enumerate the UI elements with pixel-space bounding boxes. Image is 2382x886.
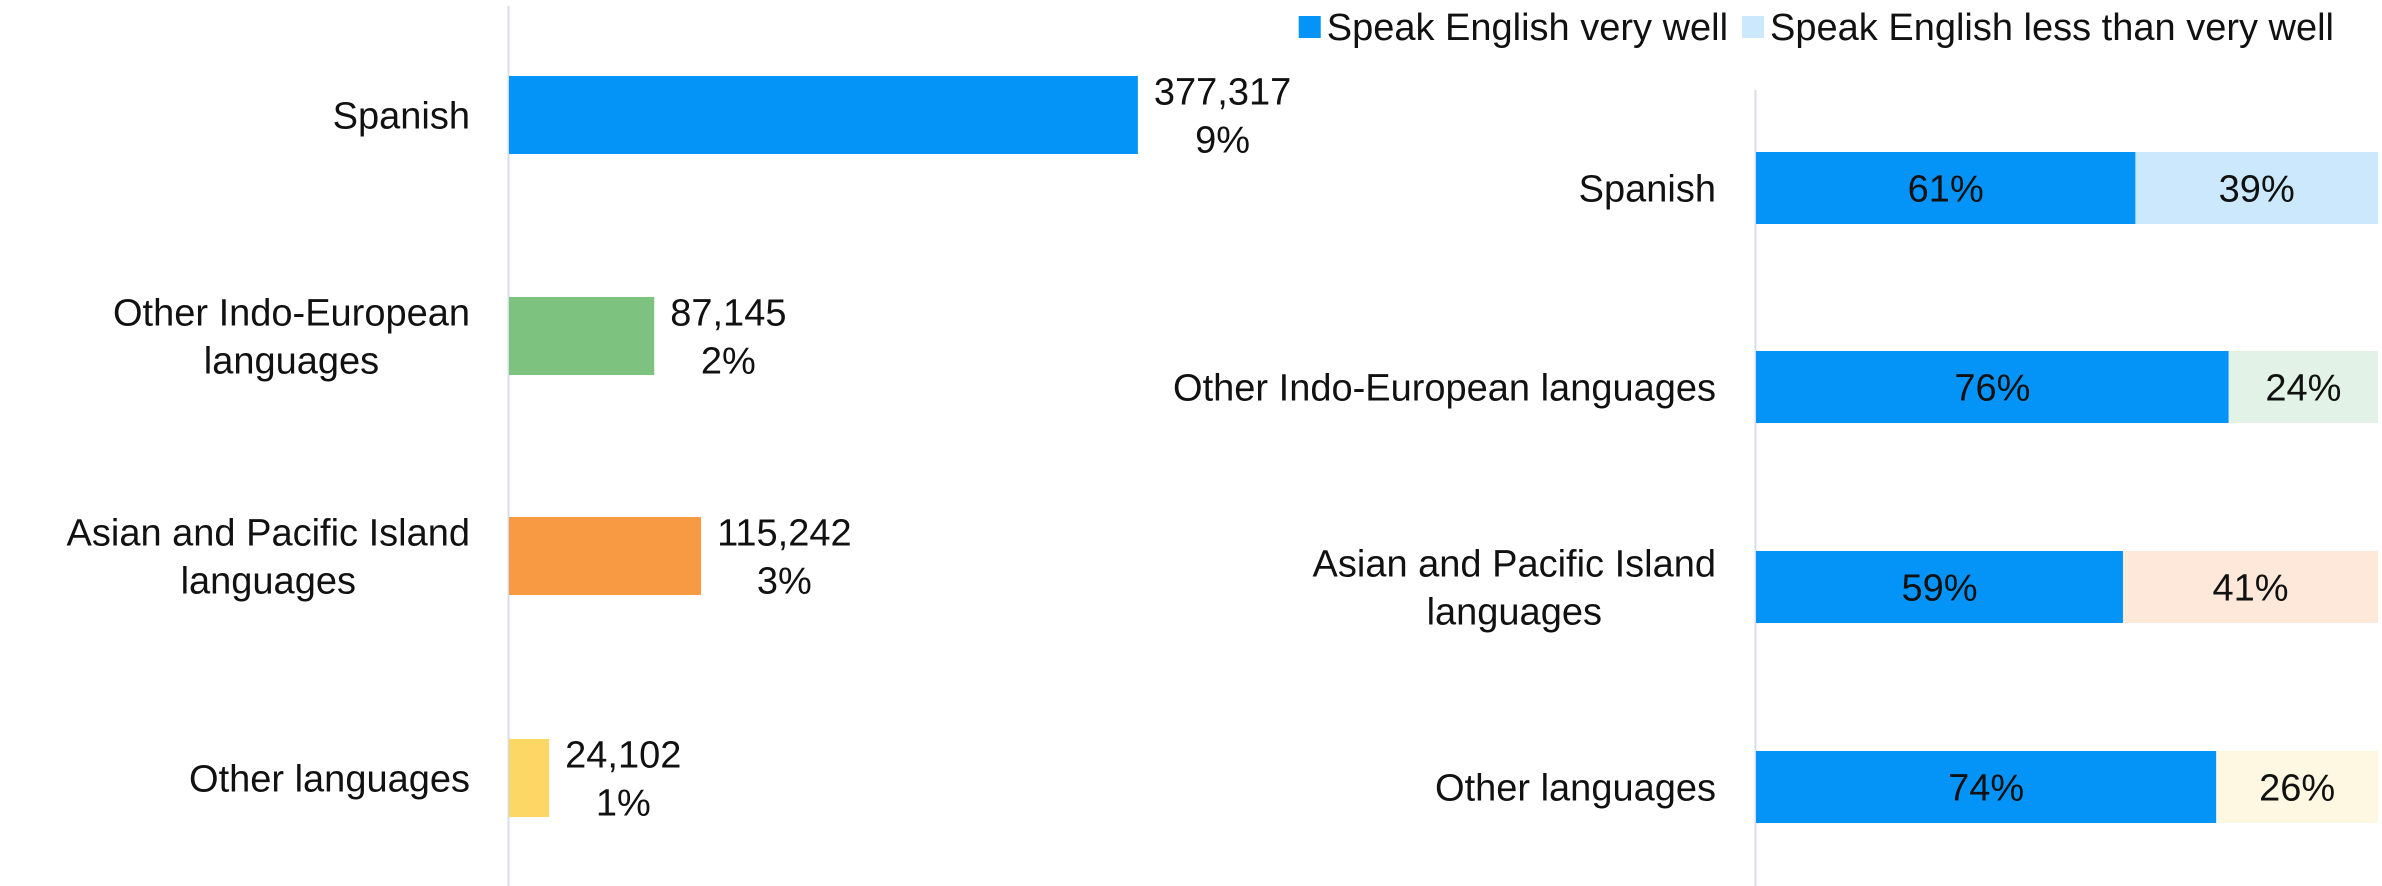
language-count-chart: Spanish 377,317 9% Other Indo-European langu…	[67, 6, 1291, 886]
data-label: 59%	[1901, 567, 1977, 609]
data-label: 1%	[596, 782, 651, 824]
data-label: 74%	[1948, 767, 2024, 809]
category-label: Asian and Pacific Island	[1313, 543, 1716, 585]
category-label: Asian and Pacific Island	[67, 512, 470, 554]
english-proficiency-chart: 61% 39% Spanish 76% 24% Other Indo-European l…	[1173, 90, 2378, 886]
category-label: Spanish	[1579, 168, 1716, 210]
data-label: 87,145	[670, 292, 786, 334]
data-label: 26%	[2259, 767, 2335, 809]
data-label: 39%	[2219, 168, 2295, 210]
data-label: 24,102	[565, 734, 681, 776]
legend-swatch	[1298, 16, 1321, 38]
category-label: languages	[1427, 591, 1602, 633]
data-label: 9%	[1195, 119, 1250, 161]
data-label: 377,317	[1154, 71, 1291, 113]
category-label: Other languages	[1435, 767, 1716, 809]
data-label: 24%	[2265, 367, 2341, 409]
data-label: 41%	[2212, 567, 2288, 609]
legend-swatch	[1742, 16, 1765, 38]
bar-very-well-2	[1756, 551, 2123, 623]
legend-label: Speak English very well	[1327, 7, 1728, 49]
bar-0	[509, 76, 1138, 154]
category-label: languages	[204, 340, 379, 382]
bar-very-well-0	[1756, 152, 2136, 224]
data-label: 2%	[701, 340, 756, 382]
bar-1	[509, 297, 655, 375]
data-label: 3%	[757, 560, 812, 602]
category-label: Other languages	[189, 758, 470, 800]
bar-very-well-3	[1756, 751, 2217, 823]
data-label: 61%	[1908, 168, 1984, 210]
legend: Speak English less than very well Speak E…	[1298, 7, 2334, 49]
bar-2	[509, 517, 702, 595]
bar-less-than-very-well-0	[2135, 152, 2378, 224]
bar-less-than-very-well-2	[2122, 551, 2378, 623]
bar-very-well-1	[1756, 351, 2229, 423]
bar-3	[509, 739, 550, 817]
category-label: Other Indo-European	[113, 292, 470, 334]
bar-less-than-very-well-3	[2216, 751, 2378, 823]
category-label: languages	[181, 560, 356, 602]
bar-less-than-very-well-1	[2228, 351, 2378, 423]
legend-label: Speak English less than very well	[1770, 7, 2334, 49]
data-label: 76%	[1954, 367, 2030, 409]
category-label: Other Indo-European languages	[1173, 367, 1716, 409]
category-label: Spanish	[333, 95, 470, 137]
data-label: 115,242	[717, 512, 852, 554]
